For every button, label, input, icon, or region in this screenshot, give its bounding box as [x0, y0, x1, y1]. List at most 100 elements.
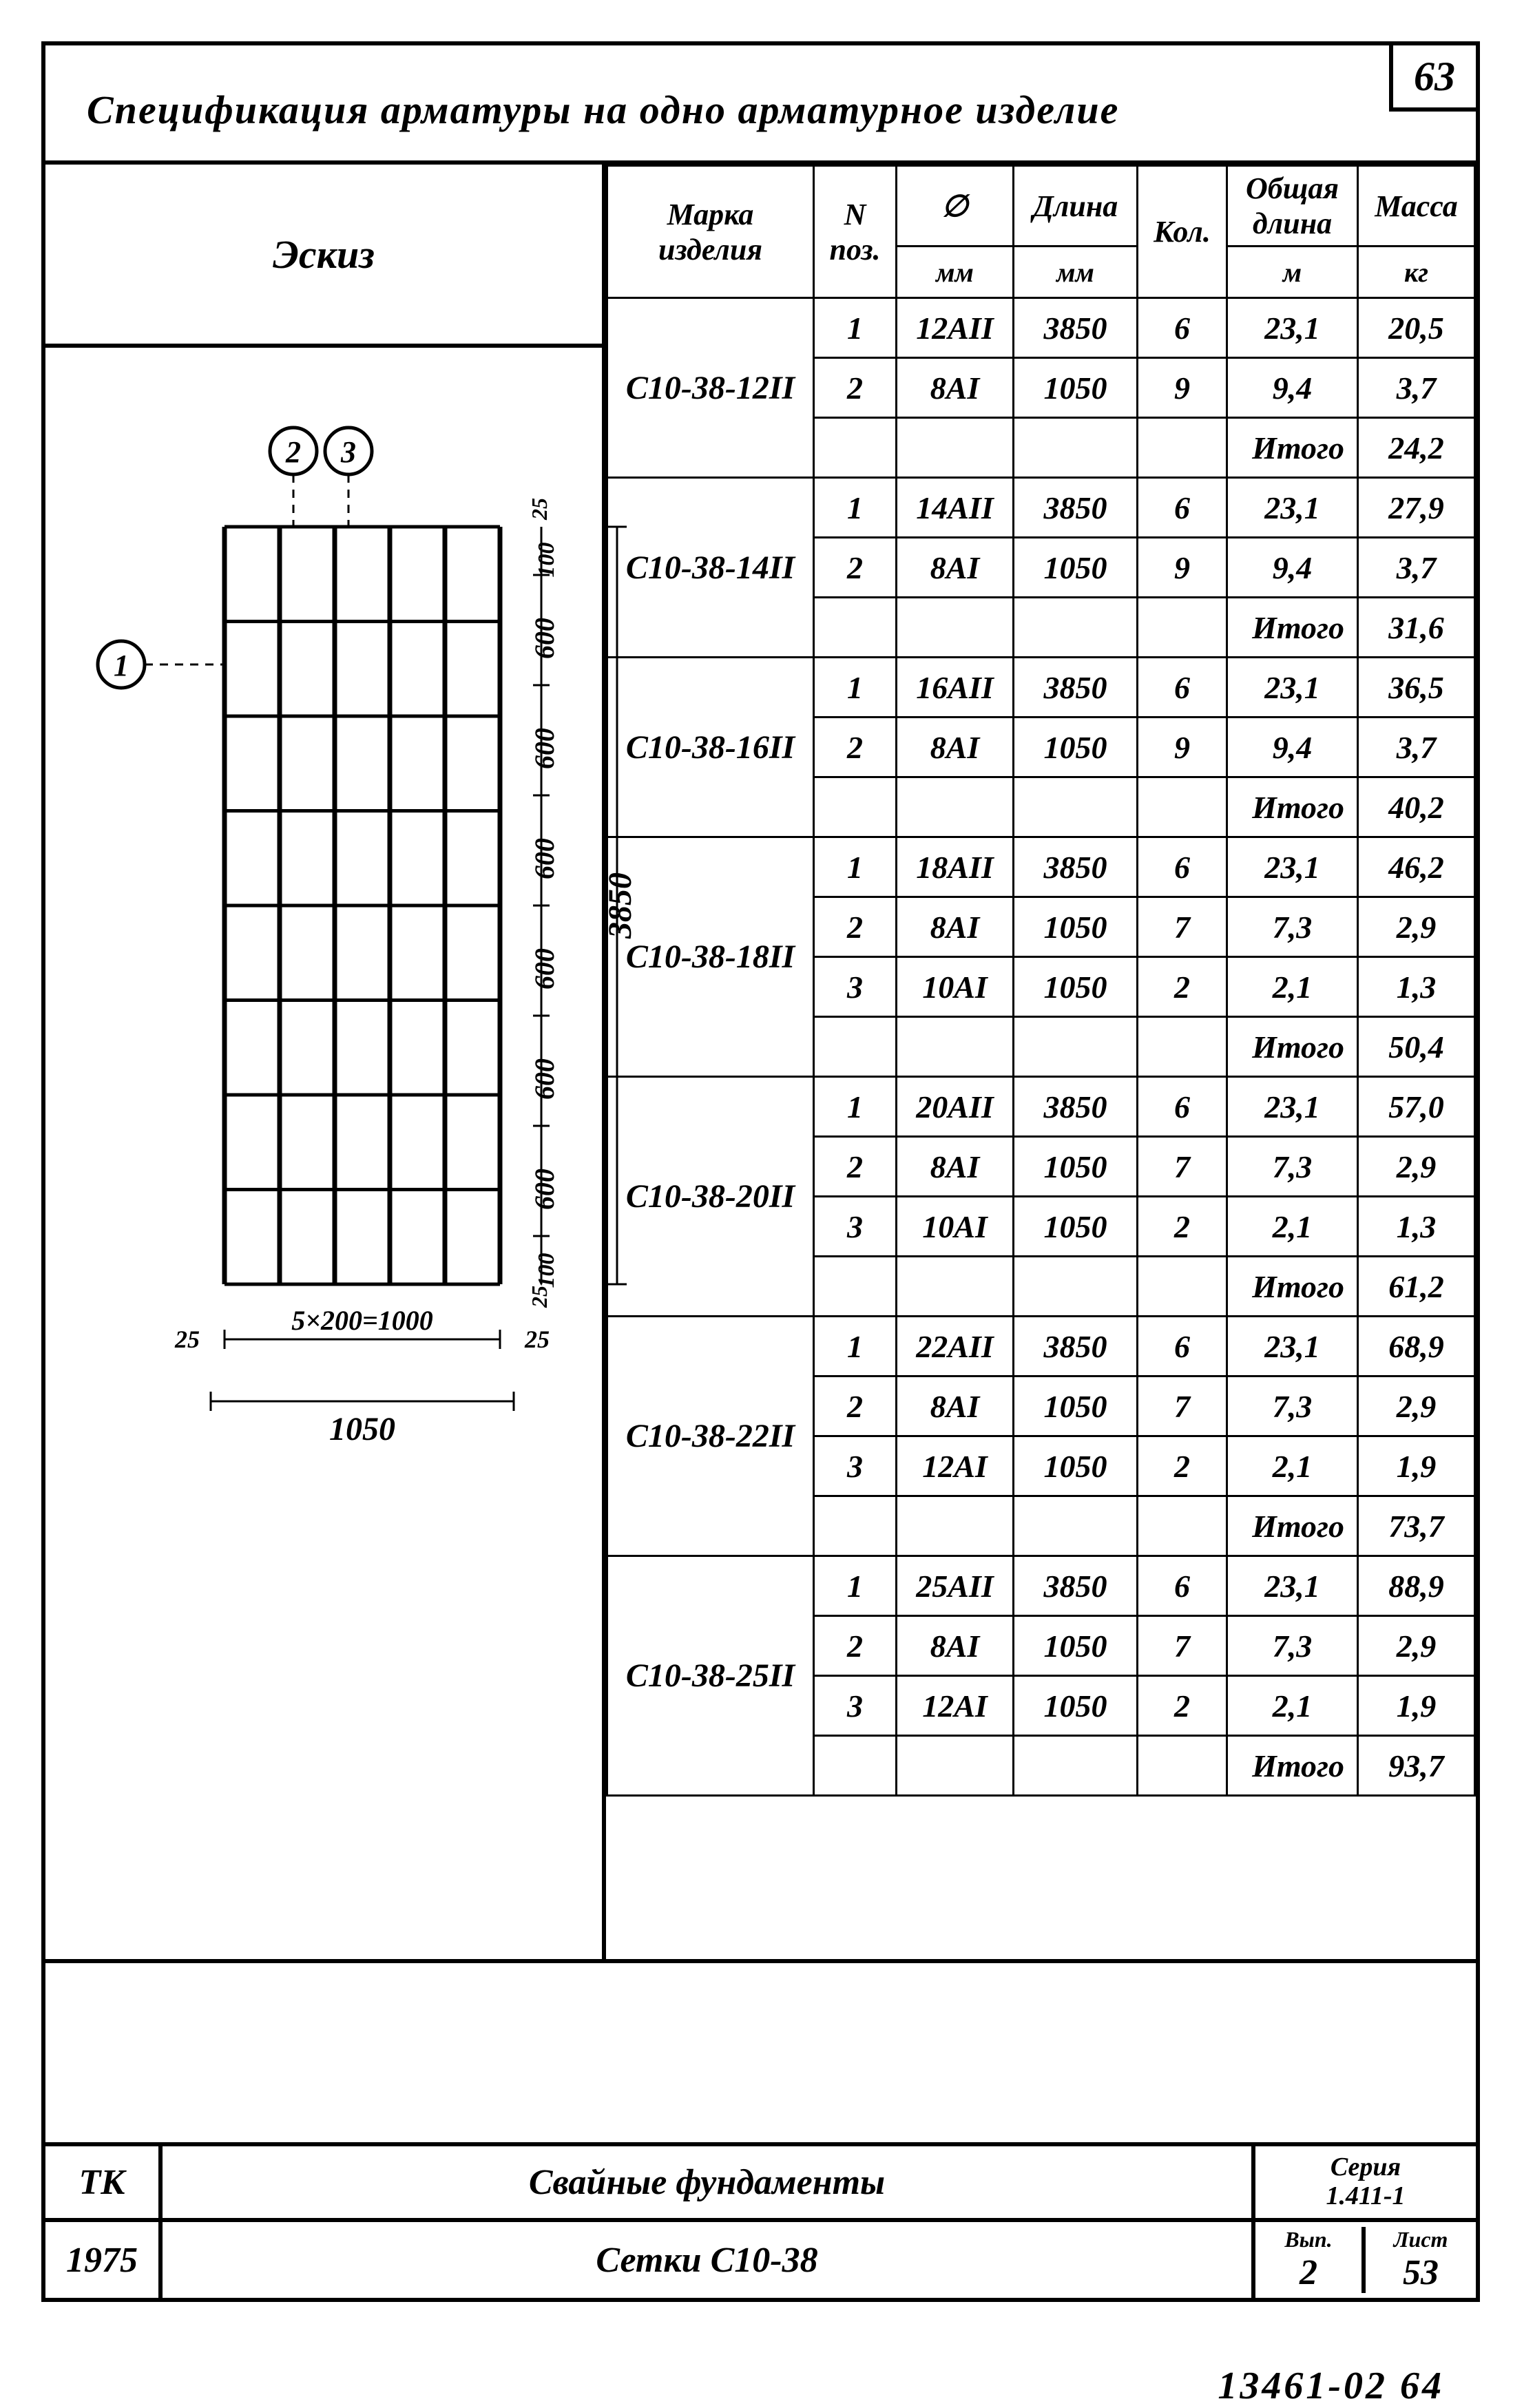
- series-label: Серия: [1331, 2153, 1401, 2182]
- cell-n: 3: [814, 957, 897, 1017]
- vyp-cell: Вып. 2: [1255, 2227, 1366, 2293]
- cell-qty: 2: [1138, 1436, 1227, 1496]
- cell-len: 3850: [1014, 1077, 1138, 1137]
- cell-n: 2: [814, 718, 897, 777]
- cell-tl: 23,1: [1227, 837, 1358, 897]
- spec-table: Марка изделия N поз. ∅ Длина Кол. Общая …: [606, 165, 1476, 1797]
- cell-d: 20AII: [897, 1077, 1014, 1137]
- svg-text:100: 100: [534, 1253, 559, 1288]
- svg-text:5×200=1000: 5×200=1000: [291, 1305, 433, 1336]
- itogo-label: Итого: [1227, 777, 1358, 837]
- cell-m: 57,0: [1358, 1077, 1475, 1137]
- itogo-label: Итого: [1227, 1736, 1358, 1796]
- cell-tl: 23,1: [1227, 478, 1358, 538]
- cell-d: 25AII: [897, 1556, 1014, 1616]
- cell-d: 12AI: [897, 1436, 1014, 1496]
- table-row: С10-38-25II125AII3850623,188,9: [607, 1556, 1475, 1616]
- main-area: Эскиз 600600600600600600100100252538505×…: [45, 165, 1476, 1963]
- cell-d: 8AI: [897, 358, 1014, 418]
- itogo-value: 24,2: [1358, 418, 1475, 478]
- col-npos: N поз.: [814, 166, 897, 298]
- cell-tl: 7,3: [1227, 1616, 1358, 1676]
- empty-cell: [814, 418, 897, 478]
- cell-qty: 9: [1138, 538, 1227, 598]
- list-label: Лист: [1394, 2227, 1448, 2252]
- tk-cell: ТК: [45, 2146, 163, 2222]
- empty-cell: [814, 1736, 897, 1796]
- col-qty: Кол.: [1138, 166, 1227, 298]
- cell-m: 1,9: [1358, 1676, 1475, 1736]
- cell-d: 12AI: [897, 1676, 1014, 1736]
- cell-len: 1050: [1014, 1197, 1138, 1257]
- empty-cell: [1014, 1017, 1138, 1077]
- cell-tl: 7,3: [1227, 1376, 1358, 1436]
- cell-len: 1050: [1014, 957, 1138, 1017]
- itogo-value: 93,7: [1358, 1736, 1475, 1796]
- drawing-sheet: 6 3 Спецификация арматуры на одно арматур…: [41, 41, 1480, 2302]
- cell-qty: 7: [1138, 1376, 1227, 1436]
- empty-cell: [1138, 1017, 1227, 1077]
- cell-d: 14AII: [897, 478, 1014, 538]
- empty-cell: [814, 1017, 897, 1077]
- svg-text:1050: 1050: [329, 1411, 395, 1447]
- cell-len: 1050: [1014, 1376, 1138, 1436]
- col-diam: ∅: [897, 166, 1014, 247]
- cell-tl: 7,3: [1227, 897, 1358, 957]
- cell-n: 1: [814, 298, 897, 358]
- cell-qty: 6: [1138, 1077, 1227, 1137]
- cell-d: 18AII: [897, 837, 1014, 897]
- empty-cell: [1138, 1496, 1227, 1556]
- empty-cell: [897, 418, 1014, 478]
- empty-cell: [1138, 1257, 1227, 1317]
- empty-cell: [1014, 598, 1138, 658]
- itogo-value: 50,4: [1358, 1017, 1475, 1077]
- cell-d: 12AII: [897, 298, 1014, 358]
- cell-len: 3850: [1014, 478, 1138, 538]
- title-block: ТК Свайные фундаменты Серия 1.411-1 1975…: [45, 2146, 1476, 2298]
- cell-len: 3850: [1014, 658, 1138, 718]
- empty-cell: [1014, 1257, 1138, 1317]
- table-row: С10-38-12II112AII3850623,120,5: [607, 298, 1475, 358]
- cell-len: 3850: [1014, 837, 1138, 897]
- empty-cell: [1014, 1496, 1138, 1556]
- empty-cell: [1014, 418, 1138, 478]
- empty-cell: [814, 598, 897, 658]
- cell-d: 8AI: [897, 718, 1014, 777]
- bottom-code: 13461-02 64: [0, 2343, 1513, 2408]
- vyp-value: 2: [1300, 2252, 1317, 2293]
- empty-cell: [897, 1017, 1014, 1077]
- col-length: Длина: [1014, 166, 1138, 247]
- cell-n: 1: [814, 658, 897, 718]
- table-row: С10-38-18II118AII3850623,146,2: [607, 837, 1475, 897]
- spec-title: Спецификация арматуры на одно арматурное…: [45, 45, 1476, 165]
- cell-n: 3: [814, 1197, 897, 1257]
- empty-cell: [814, 1496, 897, 1556]
- cell-tl: 2,1: [1227, 1436, 1358, 1496]
- cell-m: 20,5: [1358, 298, 1475, 358]
- col-marka: Марка изделия: [607, 166, 814, 298]
- cell-m: 88,9: [1358, 1556, 1475, 1616]
- cell-m: 2,9: [1358, 1616, 1475, 1676]
- cell-d: 10AI: [897, 1197, 1014, 1257]
- cell-m: 1,3: [1358, 1197, 1475, 1257]
- cell-len: 1050: [1014, 538, 1138, 598]
- sketch-column: Эскиз 600600600600600600100100252538505×…: [45, 165, 606, 1959]
- cell-n: 2: [814, 1137, 897, 1197]
- cell-m: 3,7: [1358, 538, 1475, 598]
- cell-m: 2,9: [1358, 897, 1475, 957]
- cell-qty: 6: [1138, 658, 1227, 718]
- empty-cell: [1138, 777, 1227, 837]
- empty-cell: [1138, 418, 1227, 478]
- cell-n: 1: [814, 1077, 897, 1137]
- itogo-label: Итого: [1227, 1017, 1358, 1077]
- cell-tl: 23,1: [1227, 1077, 1358, 1137]
- cell-d: 8AI: [897, 1376, 1014, 1436]
- itogo-value: 40,2: [1358, 777, 1475, 837]
- cell-tl: 23,1: [1227, 1317, 1358, 1376]
- cell-m: 46,2: [1358, 837, 1475, 897]
- cell-len: 1050: [1014, 897, 1138, 957]
- svg-text:600: 600: [529, 1169, 560, 1210]
- empty-cell: [1138, 1736, 1227, 1796]
- svg-text:600: 600: [529, 1058, 560, 1100]
- cell-qty: 2: [1138, 1197, 1227, 1257]
